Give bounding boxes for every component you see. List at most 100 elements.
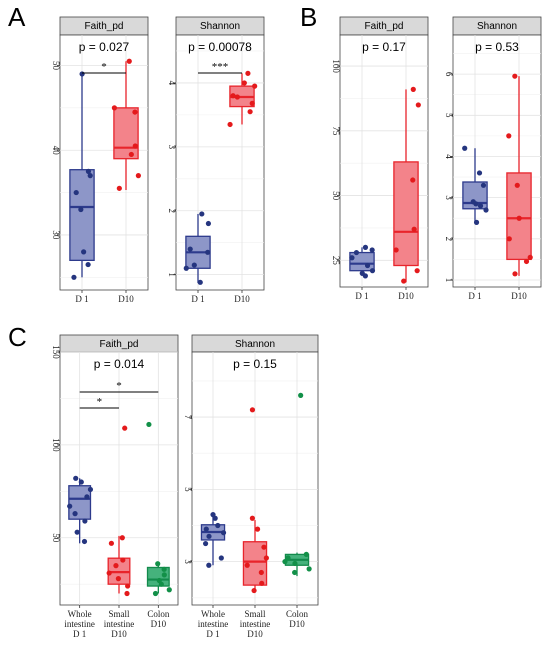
data-point <box>218 555 224 561</box>
data-point <box>393 247 399 253</box>
data-point <box>258 569 264 576</box>
data-point <box>506 236 512 242</box>
box-1 <box>393 86 421 284</box>
data-point <box>292 569 298 576</box>
y-tick-label: 2 <box>167 209 177 214</box>
data-point <box>161 566 167 572</box>
data-point <box>73 189 79 196</box>
data-point <box>81 538 88 545</box>
data-point <box>251 587 257 594</box>
x-tick-label: D 1 <box>355 291 368 301</box>
x-tick-label: D 1 <box>73 629 86 639</box>
data-point <box>480 182 487 188</box>
box-1 <box>227 70 258 128</box>
y-tick-label: 3 <box>167 145 177 150</box>
data-point <box>132 143 138 149</box>
data-point <box>84 494 90 500</box>
facet-title: Shannon <box>477 21 517 32</box>
y-tick-label: 5 <box>183 487 193 492</box>
data-point <box>108 540 115 546</box>
panel-label-c: C <box>8 322 27 352</box>
data-point <box>82 518 88 524</box>
data-point <box>111 105 117 111</box>
facet-title: Faith_pd <box>365 21 404 32</box>
x-tick-label: D10 <box>247 629 263 639</box>
data-point <box>282 559 288 565</box>
data-point <box>261 544 267 550</box>
box-0 <box>67 475 94 545</box>
box-2 <box>282 392 312 577</box>
box-0 <box>183 211 212 285</box>
box-1 <box>506 73 533 277</box>
data-point <box>349 255 355 261</box>
x-tick-label: D 1 <box>206 629 219 639</box>
data-point <box>67 503 73 509</box>
data-point <box>303 551 309 558</box>
data-point <box>512 73 518 79</box>
data-point <box>462 145 468 151</box>
x-tick-label: D10 <box>151 619 167 629</box>
data-point <box>514 182 520 188</box>
x-tick-label: D 1 <box>75 294 88 304</box>
facet-b-shannon: Shannon 1 2 3 4 5 6 D 1 D10 p = 0.53 <box>444 16 542 301</box>
data-point <box>292 560 298 567</box>
data-point <box>73 475 79 481</box>
data-point <box>155 561 161 567</box>
data-point <box>410 86 416 92</box>
data-point <box>72 511 78 517</box>
data-point <box>285 555 291 561</box>
data-point <box>85 168 92 174</box>
x-tick-label: intestine <box>198 619 229 629</box>
data-point <box>197 279 203 285</box>
box-iqr <box>146 566 170 587</box>
data-point <box>364 262 371 269</box>
x-tick-label: D 1 <box>468 291 481 301</box>
p-value-label: p = 0.17 <box>362 40 406 54</box>
facet-b-faith-pd: Faith_pd 25 50 75 100 D 1 D10 p = 0.17 <box>331 16 429 301</box>
data-point <box>166 587 172 593</box>
y-tick-label: 100 <box>51 438 61 452</box>
data-point <box>401 278 407 284</box>
data-point <box>220 530 227 536</box>
data-point <box>362 244 369 250</box>
data-point <box>183 265 189 271</box>
facet-title: Shannon <box>235 339 275 350</box>
data-point <box>473 219 480 225</box>
data-point <box>523 258 530 265</box>
data-point <box>116 185 122 191</box>
y-tick-label: 100 <box>331 59 341 73</box>
data-point <box>215 522 221 529</box>
box-0 <box>200 512 227 568</box>
data-point <box>71 274 77 280</box>
data-point <box>78 479 84 485</box>
data-point <box>252 83 258 89</box>
box-0 <box>69 71 95 280</box>
y-tick-label: 1 <box>167 272 177 277</box>
facet-title: Faith_pd <box>85 21 124 32</box>
x-tick-label: D10 <box>234 294 250 304</box>
x-tick-label: Colon <box>286 609 309 619</box>
data-point <box>191 262 197 268</box>
data-point <box>199 211 205 217</box>
data-point <box>152 590 159 597</box>
data-point <box>187 246 193 252</box>
data-point <box>241 80 247 86</box>
data-point <box>512 271 518 277</box>
data-point <box>205 249 211 255</box>
data-point <box>245 70 251 76</box>
data-point <box>206 533 212 539</box>
box-iqr <box>113 107 139 160</box>
facet-title: Faith_pd <box>100 339 139 350</box>
x-tick-label: D10 <box>398 291 414 301</box>
data-point <box>249 407 256 413</box>
data-point <box>81 249 87 255</box>
box-1 <box>106 425 131 597</box>
data-point <box>476 170 483 176</box>
data-point <box>146 421 152 428</box>
box-2 <box>146 421 172 597</box>
box-iqr <box>68 485 92 520</box>
y-tick-label: 50 <box>51 533 61 543</box>
data-point <box>206 562 212 568</box>
